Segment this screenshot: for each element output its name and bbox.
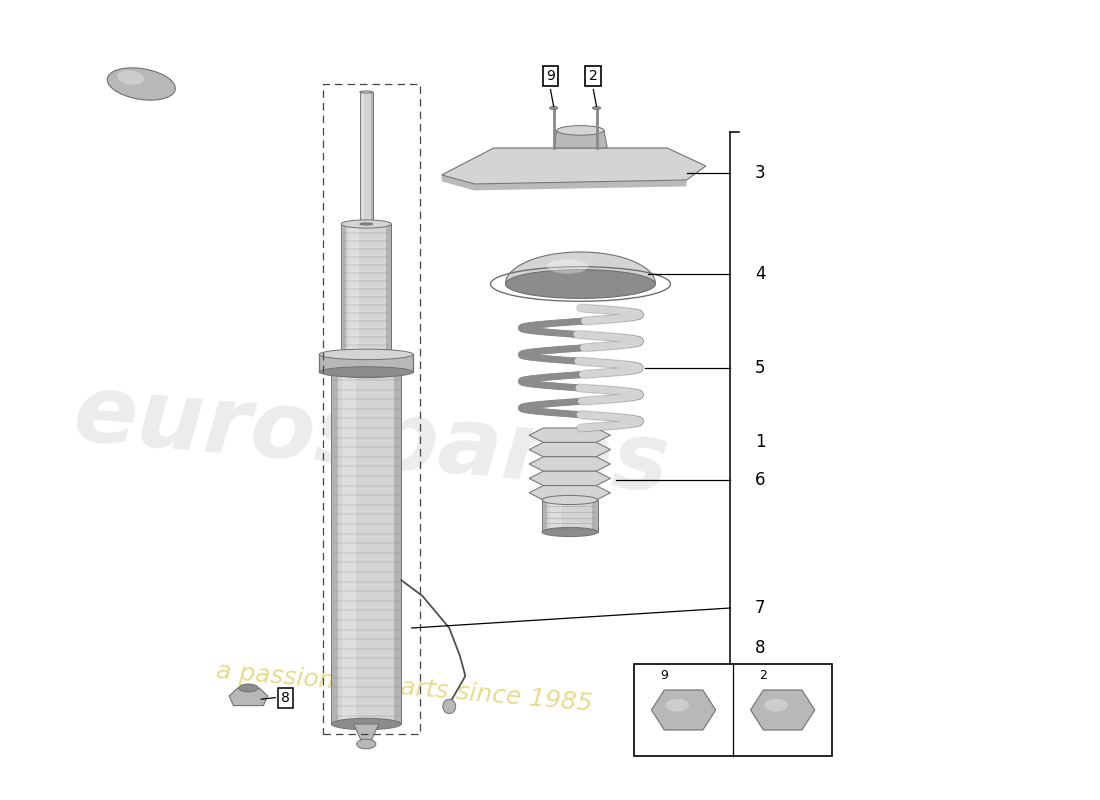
Text: 2: 2 [759, 670, 767, 682]
Text: 9: 9 [660, 670, 668, 682]
Polygon shape [750, 690, 815, 730]
Polygon shape [550, 500, 561, 532]
Ellipse shape [319, 349, 414, 360]
Polygon shape [342, 372, 355, 724]
Polygon shape [372, 92, 373, 224]
Text: 4: 4 [755, 266, 766, 283]
Text: 2: 2 [588, 69, 597, 83]
Ellipse shape [331, 366, 402, 378]
Ellipse shape [666, 699, 689, 712]
Polygon shape [319, 354, 414, 372]
Text: 8: 8 [755, 639, 766, 657]
Ellipse shape [542, 527, 597, 537]
Polygon shape [341, 224, 346, 354]
Ellipse shape [331, 718, 402, 730]
Polygon shape [331, 372, 339, 724]
Ellipse shape [764, 699, 788, 712]
Text: 7: 7 [755, 599, 766, 617]
Ellipse shape [341, 220, 392, 228]
Ellipse shape [341, 350, 392, 358]
Ellipse shape [360, 223, 373, 225]
Ellipse shape [319, 366, 414, 378]
Polygon shape [360, 92, 361, 224]
Ellipse shape [549, 106, 558, 110]
Polygon shape [542, 500, 597, 532]
Polygon shape [592, 500, 597, 532]
Ellipse shape [542, 495, 597, 505]
Ellipse shape [547, 259, 589, 274]
Text: 5: 5 [755, 359, 766, 377]
Ellipse shape [356, 739, 376, 749]
Polygon shape [394, 372, 402, 724]
Text: eurospares: eurospares [70, 368, 673, 512]
Text: 6: 6 [755, 471, 766, 489]
Text: 8: 8 [282, 690, 290, 705]
Text: a passion for parts since 1985: a passion for parts since 1985 [214, 659, 593, 717]
Text: 1: 1 [755, 433, 766, 451]
Ellipse shape [557, 126, 604, 135]
Bar [323, 84, 420, 734]
Ellipse shape [108, 68, 175, 100]
Ellipse shape [506, 270, 656, 298]
Polygon shape [386, 224, 392, 354]
Ellipse shape [117, 70, 144, 85]
Polygon shape [529, 486, 611, 500]
Bar [634, 664, 833, 756]
Polygon shape [362, 92, 364, 224]
Polygon shape [442, 148, 706, 184]
Polygon shape [553, 130, 607, 148]
Polygon shape [506, 252, 656, 284]
Polygon shape [529, 471, 611, 486]
Text: 9: 9 [546, 69, 554, 83]
Polygon shape [442, 175, 686, 190]
Polygon shape [542, 500, 548, 532]
Polygon shape [341, 224, 392, 354]
Polygon shape [354, 724, 378, 740]
Polygon shape [360, 92, 373, 224]
Ellipse shape [360, 91, 373, 93]
Polygon shape [331, 372, 402, 724]
Polygon shape [651, 690, 716, 730]
Ellipse shape [443, 699, 455, 714]
Polygon shape [229, 688, 267, 706]
Ellipse shape [592, 106, 601, 110]
Polygon shape [529, 428, 611, 442]
Polygon shape [529, 442, 611, 457]
Text: 3: 3 [755, 164, 766, 182]
Ellipse shape [239, 684, 258, 692]
Polygon shape [349, 224, 359, 354]
Polygon shape [529, 457, 611, 471]
